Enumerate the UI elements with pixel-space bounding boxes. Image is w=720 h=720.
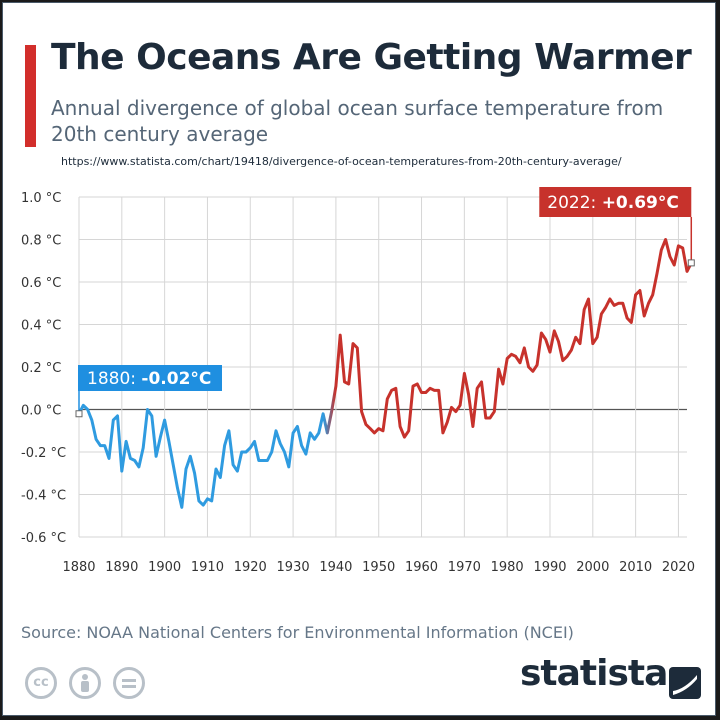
x-tick-label: 1970 bbox=[448, 560, 481, 575]
statista-logo[interactable]: statista bbox=[520, 653, 668, 694]
x-tick-label: 1940 bbox=[319, 560, 352, 575]
x-tick-label: 1900 bbox=[148, 560, 181, 575]
start-point-marker bbox=[75, 410, 83, 418]
x-tick-label: 1910 bbox=[191, 560, 224, 575]
x-tick-label: 1980 bbox=[491, 560, 524, 575]
y-tick-label: -0.4 °C bbox=[21, 489, 66, 504]
source-url[interactable]: https://www.statista.com/chart/19418/div… bbox=[61, 155, 622, 168]
x-tick-label: 2000 bbox=[576, 560, 609, 575]
y-tick-label: 0.4 °C bbox=[21, 319, 61, 334]
statista-logo-mark-icon bbox=[669, 667, 701, 699]
y-tick-label: 0.8 °C bbox=[21, 234, 61, 249]
x-tick-label: 1950 bbox=[362, 560, 395, 575]
title-accent-bar bbox=[25, 45, 36, 147]
x-tick-label: 1880 bbox=[62, 560, 95, 575]
no-derivatives-icon[interactable] bbox=[113, 667, 145, 699]
y-tick-label: 1.0 °C bbox=[21, 191, 61, 206]
source-note: Source: NOAA National Centers for Enviro… bbox=[21, 623, 574, 642]
x-tick-label: 1930 bbox=[277, 560, 310, 575]
end-annotation-box bbox=[539, 187, 692, 217]
line-chart: 1.0 °C 0.8 °C 0.6 °C 0.4 °C 0.2 °C 0.0 °C -0.2… bbox=[21, 187, 695, 575]
y-tick-label: 0.2 °C bbox=[21, 361, 61, 376]
x-tick-label: 2010 bbox=[619, 560, 652, 575]
y-tick-label: 0.0 °C bbox=[21, 404, 61, 419]
x-tick-label: 1890 bbox=[105, 560, 138, 575]
x-tick-label: 1920 bbox=[234, 560, 267, 575]
chart-subtitle: Annual divergence of global ocean surfac… bbox=[51, 96, 664, 146]
x-tick-label: 1990 bbox=[533, 560, 566, 575]
y-tick-label: -0.6 °C bbox=[21, 531, 66, 546]
start-annotation-box bbox=[78, 365, 222, 391]
x-tick-label: 1960 bbox=[405, 560, 438, 575]
attribution-icon[interactable] bbox=[69, 667, 101, 699]
y-tick-label: -0.2 °C bbox=[21, 446, 66, 461]
x-tick-label: 2020 bbox=[662, 560, 695, 575]
start-annotation-label: 1880: -0.02°C bbox=[87, 369, 211, 389]
series-line bbox=[77, 238, 693, 509]
end-point-marker bbox=[687, 259, 695, 267]
end-annotation-label: 2022: +0.69°C bbox=[547, 193, 679, 213]
cc-icon[interactable]: cc bbox=[25, 667, 57, 699]
chart-title: The Oceans Are Getting Warmer bbox=[51, 37, 692, 78]
y-tick-label: 0.6 °C bbox=[21, 276, 61, 291]
